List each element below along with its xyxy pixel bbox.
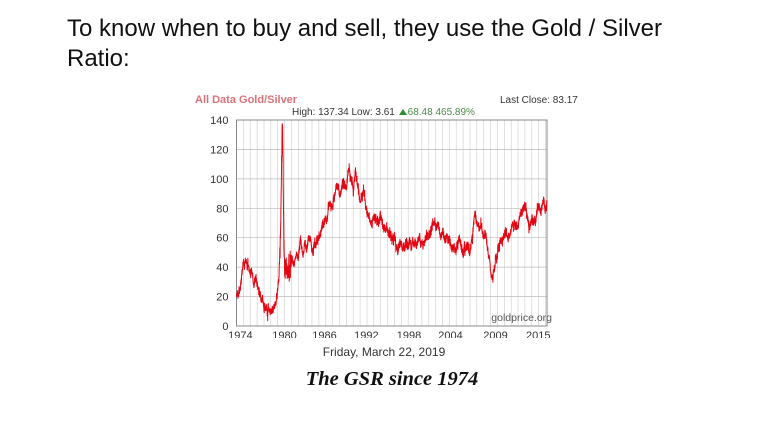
svg-text:1998: 1998 [397,330,421,338]
svg-text:100: 100 [210,174,228,186]
svg-text:120: 120 [210,144,228,156]
svg-text:60: 60 [216,233,228,245]
svg-text:1986: 1986 [312,330,336,338]
svg-text:140: 140 [210,115,228,127]
svg-text:2004: 2004 [438,330,462,338]
svg-text:1980: 1980 [272,330,296,338]
svg-text:goldprice.org: goldprice.org [491,312,552,324]
svg-text:1974: 1974 [228,330,252,338]
svg-text:20: 20 [216,292,228,304]
svg-text:2009: 2009 [483,330,507,338]
svg-text:40: 40 [216,262,228,274]
svg-text:80: 80 [216,203,228,215]
svg-text:1992: 1992 [354,330,378,338]
svg-text:2015: 2015 [526,330,550,338]
